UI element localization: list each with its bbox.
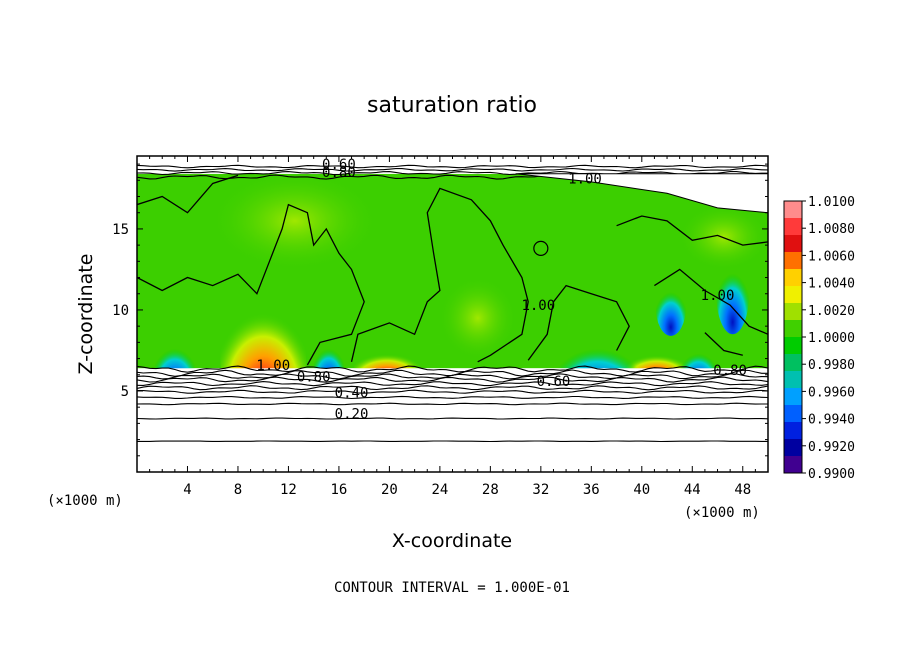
contour-label: 0.80	[713, 363, 747, 379]
colorbar-label: 0.9940	[808, 413, 855, 428]
x-axis-title: X-coordinate	[392, 530, 512, 552]
colorbar-swatch	[784, 303, 802, 321]
contour-line	[137, 389, 768, 394]
x-tick-label: 4	[183, 482, 191, 498]
colorbar-label: 0.9980	[808, 358, 855, 373]
colorbar-swatch	[784, 439, 802, 457]
colorbar-swatch	[784, 388, 802, 406]
colorbar-swatch	[784, 269, 802, 287]
x-tick-label: 8	[234, 482, 242, 498]
colorbar-swatch	[784, 337, 802, 355]
x-axis: 4 8 12 16 20 24 28 32 36 40 44 48	[149, 156, 756, 498]
x-tick-label: 12	[280, 482, 297, 498]
contour-line	[527, 284, 630, 361]
x-tick-label: 20	[381, 482, 398, 498]
colorbar-label: 1.0000	[808, 331, 855, 346]
colorbar-swatch	[784, 252, 802, 270]
contour-label: 1.00	[568, 172, 602, 188]
contour-line	[137, 395, 768, 400]
contour-label: 0.60	[322, 157, 356, 173]
x-tick-label: 36	[583, 482, 600, 498]
field-layer: 0.600.80 1.001.000.80 0.600.400.201.001.00…	[137, 156, 768, 472]
y-axis-title: Z-coordinate	[75, 254, 97, 375]
chart-title: saturation ratio	[367, 93, 537, 118]
contour-line	[137, 170, 768, 176]
contour-line	[137, 376, 768, 383]
plot-area: 0.600.80 1.001.000.80 0.600.400.201.001.00…	[137, 156, 768, 472]
x-tick-label: 32	[532, 482, 549, 498]
contour-label: 0.40	[335, 385, 369, 401]
contour-line	[137, 365, 768, 373]
colorbar-swatch	[784, 286, 802, 304]
contour-label: 1.00	[701, 288, 735, 304]
colorbar-swatch	[784, 320, 802, 338]
contour-label: 1.00	[256, 358, 290, 374]
colorbar-swatch	[784, 354, 802, 372]
colorbar-swatch	[784, 371, 802, 389]
colorbar-label: 0.9900	[808, 467, 855, 482]
x-tick-label: 44	[684, 482, 701, 498]
contour-label: 0.60	[537, 374, 571, 390]
contour-line	[137, 164, 768, 169]
x-tick-label: 16	[330, 482, 347, 498]
contour-label: 0.20	[335, 407, 369, 423]
y-tick-label: 5	[121, 384, 129, 400]
colorbar-swatch	[784, 456, 802, 474]
contour-interval-label: CONTOUR INTERVAL = 1.000E-01	[334, 580, 570, 596]
contour-line	[654, 268, 768, 335]
colorbar-label: 1.0100	[808, 195, 855, 210]
colorbar-swatch	[784, 201, 802, 219]
y-tick-label: 10	[112, 303, 129, 319]
x-tick-label: 24	[431, 482, 448, 498]
contour-line	[137, 203, 365, 366]
contour-line	[137, 402, 768, 406]
x-tick-label: 40	[633, 482, 650, 498]
contour-line	[616, 215, 768, 246]
mild-supersaturation-region	[679, 204, 768, 270]
colorbar-label: 1.0040	[808, 277, 855, 292]
colorbar-label: 1.0080	[808, 222, 855, 237]
y-tick-label: 15	[112, 222, 129, 238]
mild-supersaturation-region	[439, 277, 516, 359]
contour-line	[137, 167, 768, 172]
z-unit-label: (×1000 m)	[47, 493, 123, 509]
x-tick-label: 48	[734, 482, 751, 498]
x-unit-label: (×1000 m)	[684, 505, 760, 521]
y-axis: 5 10 15	[112, 163, 768, 457]
contour-line	[137, 440, 768, 443]
contour-line	[533, 240, 549, 256]
dry-wedge-region	[515, 173, 768, 214]
colorbar-swatch	[784, 235, 802, 253]
mild-supersaturation-region	[212, 172, 377, 270]
contour-line	[704, 332, 743, 356]
colorbar-label: 0.9960	[808, 385, 855, 400]
colorbar-label: 0.9920	[808, 440, 855, 455]
subsaturation-region	[655, 277, 686, 336]
colorbar-swatch	[784, 218, 802, 236]
dry-upper-region	[137, 156, 768, 174]
colorbar-swatch	[784, 422, 802, 440]
x-tick-label: 28	[482, 482, 499, 498]
colorbar-swatch	[784, 405, 802, 423]
contour-label: 1.00	[521, 298, 555, 314]
contour-label: 0.80	[297, 369, 331, 385]
contour-line	[137, 381, 768, 387]
colorbar-label: 1.0020	[808, 304, 855, 319]
contour-label: 0.80	[322, 165, 356, 181]
contour-line	[137, 385, 768, 391]
contour-line	[350, 187, 529, 363]
contour-line	[137, 373, 768, 380]
contour-line	[137, 417, 768, 420]
subsaturation-region	[716, 253, 750, 335]
colorbar-label: 1.0060	[808, 249, 855, 264]
contour-line	[137, 174, 239, 214]
colorbar: 1.0100 1.0080 1.0060 1.0040 1.0020 1.0000 0.99…	[783, 195, 855, 482]
